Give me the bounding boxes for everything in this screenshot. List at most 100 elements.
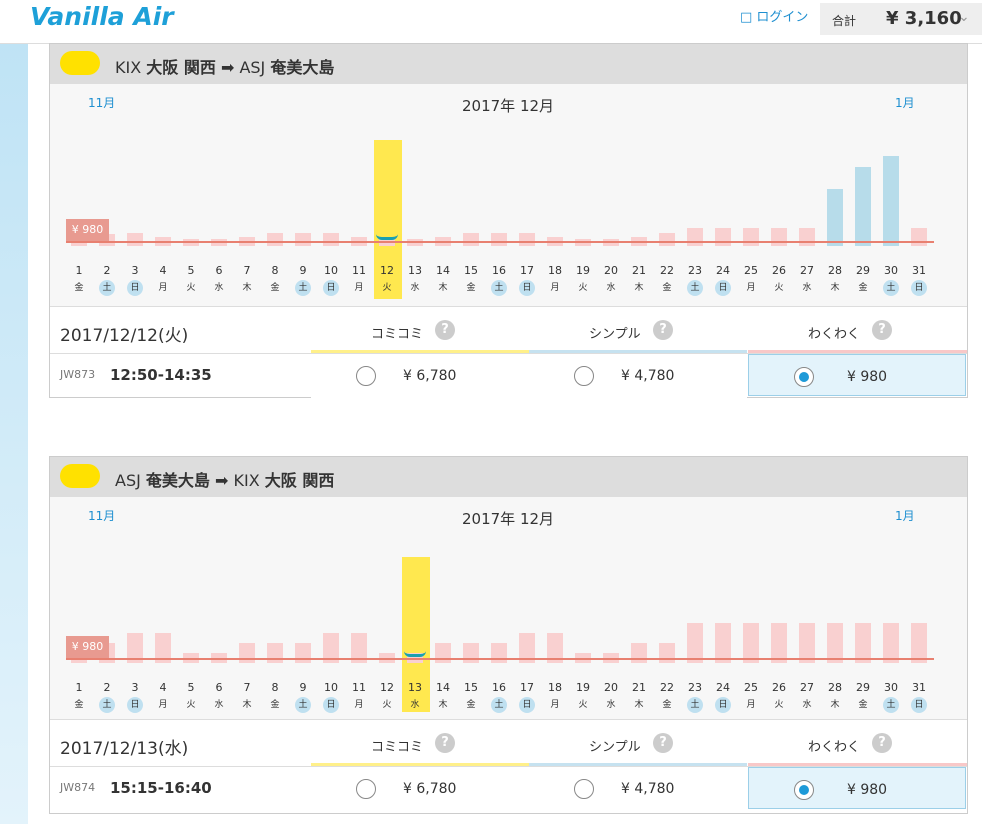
fare-cell[interactable]: ¥ 980 [748, 354, 966, 396]
fare-bar[interactable] [351, 633, 367, 663]
fare-bar[interactable] [799, 623, 815, 663]
day-number[interactable]: 1 [75, 681, 83, 694]
fare-bar[interactable] [631, 643, 647, 663]
day-number[interactable]: 24 [716, 264, 730, 277]
day-number[interactable]: 31 [912, 681, 926, 694]
fare-bar[interactable] [827, 189, 843, 246]
radio[interactable] [574, 779, 594, 799]
day-number[interactable]: 27 [800, 264, 814, 277]
prev-month[interactable]: 11月 [88, 509, 116, 523]
day-number[interactable]: 18 [548, 681, 562, 694]
fare-bar[interactable] [463, 643, 479, 663]
day-number[interactable]: 26 [772, 264, 786, 277]
day-number[interactable]: 21 [632, 681, 646, 694]
fare-cell[interactable]: ¥ 4,780 [529, 767, 747, 811]
day-number[interactable]: 29 [856, 681, 870, 694]
fare-bar[interactable] [855, 167, 871, 246]
fare-bar[interactable] [771, 623, 787, 663]
day-number[interactable]: 25 [744, 681, 758, 694]
help-icon[interactable]: ? [653, 320, 673, 340]
day-number[interactable]: 18 [548, 264, 562, 277]
fare-bar[interactable] [715, 623, 731, 663]
day-number[interactable]: 2 [103, 681, 111, 694]
fare-bar[interactable] [295, 643, 311, 663]
day-number[interactable]: 6 [215, 681, 223, 694]
fare-bar[interactable] [267, 643, 283, 663]
day-number[interactable]: 16 [492, 681, 506, 694]
day-number[interactable]: 30 [884, 681, 898, 694]
fare-bar[interactable] [799, 228, 815, 246]
day-number[interactable]: 7 [243, 681, 251, 694]
radio[interactable] [574, 366, 594, 386]
fare-bar[interactable] [547, 633, 563, 663]
day-number[interactable]: 8 [271, 681, 279, 694]
day-number[interactable]: 24 [716, 681, 730, 694]
fare-bar[interactable] [323, 233, 339, 246]
day-number[interactable]: 8 [271, 264, 279, 277]
help-icon[interactable]: ? [435, 733, 455, 753]
fare-bar[interactable] [127, 233, 143, 246]
fare-bar[interactable] [771, 228, 787, 246]
day-number[interactable]: 5 [187, 681, 195, 694]
fare-cell[interactable]: ¥ 4,780 [529, 354, 747, 398]
fare-bar[interactable] [491, 643, 507, 663]
fare-cell[interactable]: ¥ 6,780 [311, 354, 529, 398]
day-number[interactable]: 7 [243, 264, 251, 277]
fare-bar[interactable] [855, 623, 871, 663]
day-number[interactable]: 9 [299, 681, 307, 694]
day-number[interactable]: 16 [492, 264, 506, 277]
fare-bar[interactable] [155, 633, 171, 663]
day-number[interactable]: 20 [604, 681, 618, 694]
day-number[interactable]: 9 [299, 264, 307, 277]
day-number[interactable]: 17 [520, 264, 534, 277]
day-number[interactable]: 13 [408, 681, 422, 694]
fare-bar[interactable] [911, 228, 927, 246]
radio[interactable] [356, 366, 376, 386]
day-number[interactable]: 20 [604, 264, 618, 277]
total-box[interactable]: 合計 ¥ 3,160 ⌄ [820, 3, 982, 35]
day-number[interactable]: 1 [75, 264, 83, 277]
day-number[interactable]: 10 [324, 264, 338, 277]
fare-bar[interactable] [519, 233, 535, 246]
next-month[interactable]: 1月 [895, 96, 915, 110]
help-icon[interactable]: ? [872, 320, 892, 340]
day-number[interactable]: 23 [688, 264, 702, 277]
day-number[interactable]: 19 [576, 264, 590, 277]
day-number[interactable]: 5 [187, 264, 195, 277]
day-number[interactable]: 13 [408, 264, 422, 277]
day-number[interactable]: 3 [131, 681, 139, 694]
day-number[interactable]: 31 [912, 264, 926, 277]
day-number[interactable]: 11 [352, 264, 366, 277]
fare-bar[interactable] [659, 643, 675, 663]
day-number[interactable]: 14 [436, 681, 450, 694]
fare-bar[interactable] [883, 156, 899, 246]
fare-bar[interactable] [911, 623, 927, 663]
day-number[interactable]: 10 [324, 681, 338, 694]
day-number[interactable]: 29 [856, 264, 870, 277]
fare-bar[interactable] [519, 633, 535, 663]
fare-bar[interactable] [435, 643, 451, 663]
help-icon[interactable]: ? [435, 320, 455, 340]
day-number[interactable]: 19 [576, 681, 590, 694]
day-number[interactable]: 14 [436, 264, 450, 277]
fare-bar[interactable] [883, 623, 899, 663]
day-number[interactable]: 3 [131, 264, 139, 277]
day-number[interactable]: 4 [159, 681, 167, 694]
login-text[interactable]: ログイン [756, 10, 809, 25]
radio[interactable] [356, 779, 376, 799]
prev-month[interactable]: 11月 [88, 96, 116, 110]
day-number[interactable]: 2 [103, 264, 111, 277]
fare-cell[interactable]: ¥ 980 [748, 767, 966, 809]
fare-bar[interactable] [323, 633, 339, 663]
fare-bar[interactable] [743, 623, 759, 663]
day-number[interactable]: 25 [744, 264, 758, 277]
day-number[interactable]: 11 [352, 681, 366, 694]
fare-bar[interactable] [491, 233, 507, 246]
fare-bar[interactable] [743, 228, 759, 246]
fare-bar[interactable] [463, 233, 479, 246]
next-month[interactable]: 1月 [895, 509, 915, 523]
fare-bar[interactable] [267, 233, 283, 246]
fare-cell[interactable]: ¥ 6,780 [311, 767, 529, 811]
fare-bar[interactable] [687, 228, 703, 246]
day-number[interactable]: 22 [660, 681, 674, 694]
